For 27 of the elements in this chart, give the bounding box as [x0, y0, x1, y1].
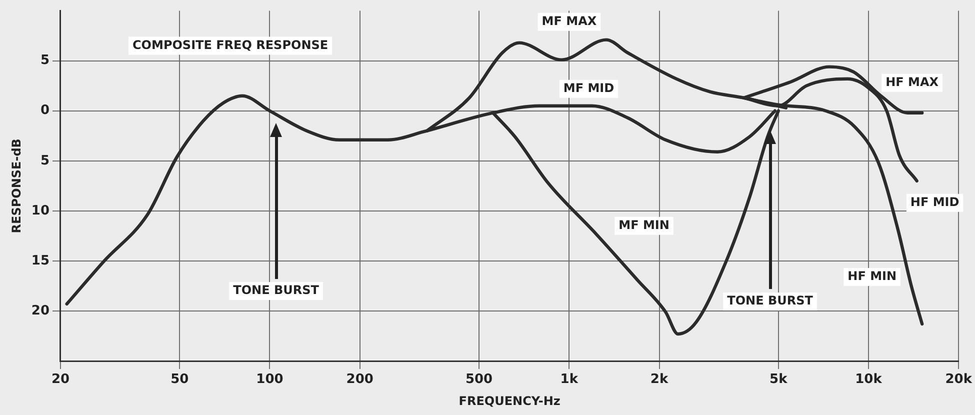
x-tick-label: 2k	[650, 372, 668, 388]
series-label: MF MIN	[618, 218, 670, 232]
y-tick-label: 15	[31, 253, 50, 268]
y-tick-label: 5	[40, 53, 50, 68]
x-tick-label: 1k	[560, 372, 578, 388]
x-tick-label: 500	[465, 372, 493, 388]
y-tick-label: 0	[40, 103, 50, 118]
series-label: HF MAX	[886, 74, 940, 89]
x-axis-title: FREQUENCY-Hz	[458, 394, 560, 408]
y-axis-title: RESPONSE-dB	[9, 138, 24, 234]
x-tick-label: 20	[51, 372, 70, 388]
x-tick-label: 5k	[770, 372, 788, 388]
x-tick-label: 20k	[945, 372, 972, 388]
series-label: MF MAX	[542, 14, 598, 28]
series-label: MF MID	[563, 80, 614, 95]
text: COMPOSITE FREQ RESPONSE	[132, 38, 328, 52]
y-tick-label: 5	[40, 153, 50, 168]
series-label: HF MID	[910, 195, 960, 210]
annotation: TONE BURST	[233, 283, 320, 298]
x-tick-label: 100	[256, 372, 284, 388]
x-tick-label: 50	[170, 372, 189, 388]
y-tick-label: 10	[31, 203, 50, 218]
x-tick-label: 200	[346, 372, 374, 388]
y-tick-label: 20	[31, 303, 50, 318]
series-label: HF MIN	[848, 269, 897, 284]
annotation: TONE BURST	[727, 294, 814, 308]
x-tick-label: 10k	[855, 372, 882, 388]
